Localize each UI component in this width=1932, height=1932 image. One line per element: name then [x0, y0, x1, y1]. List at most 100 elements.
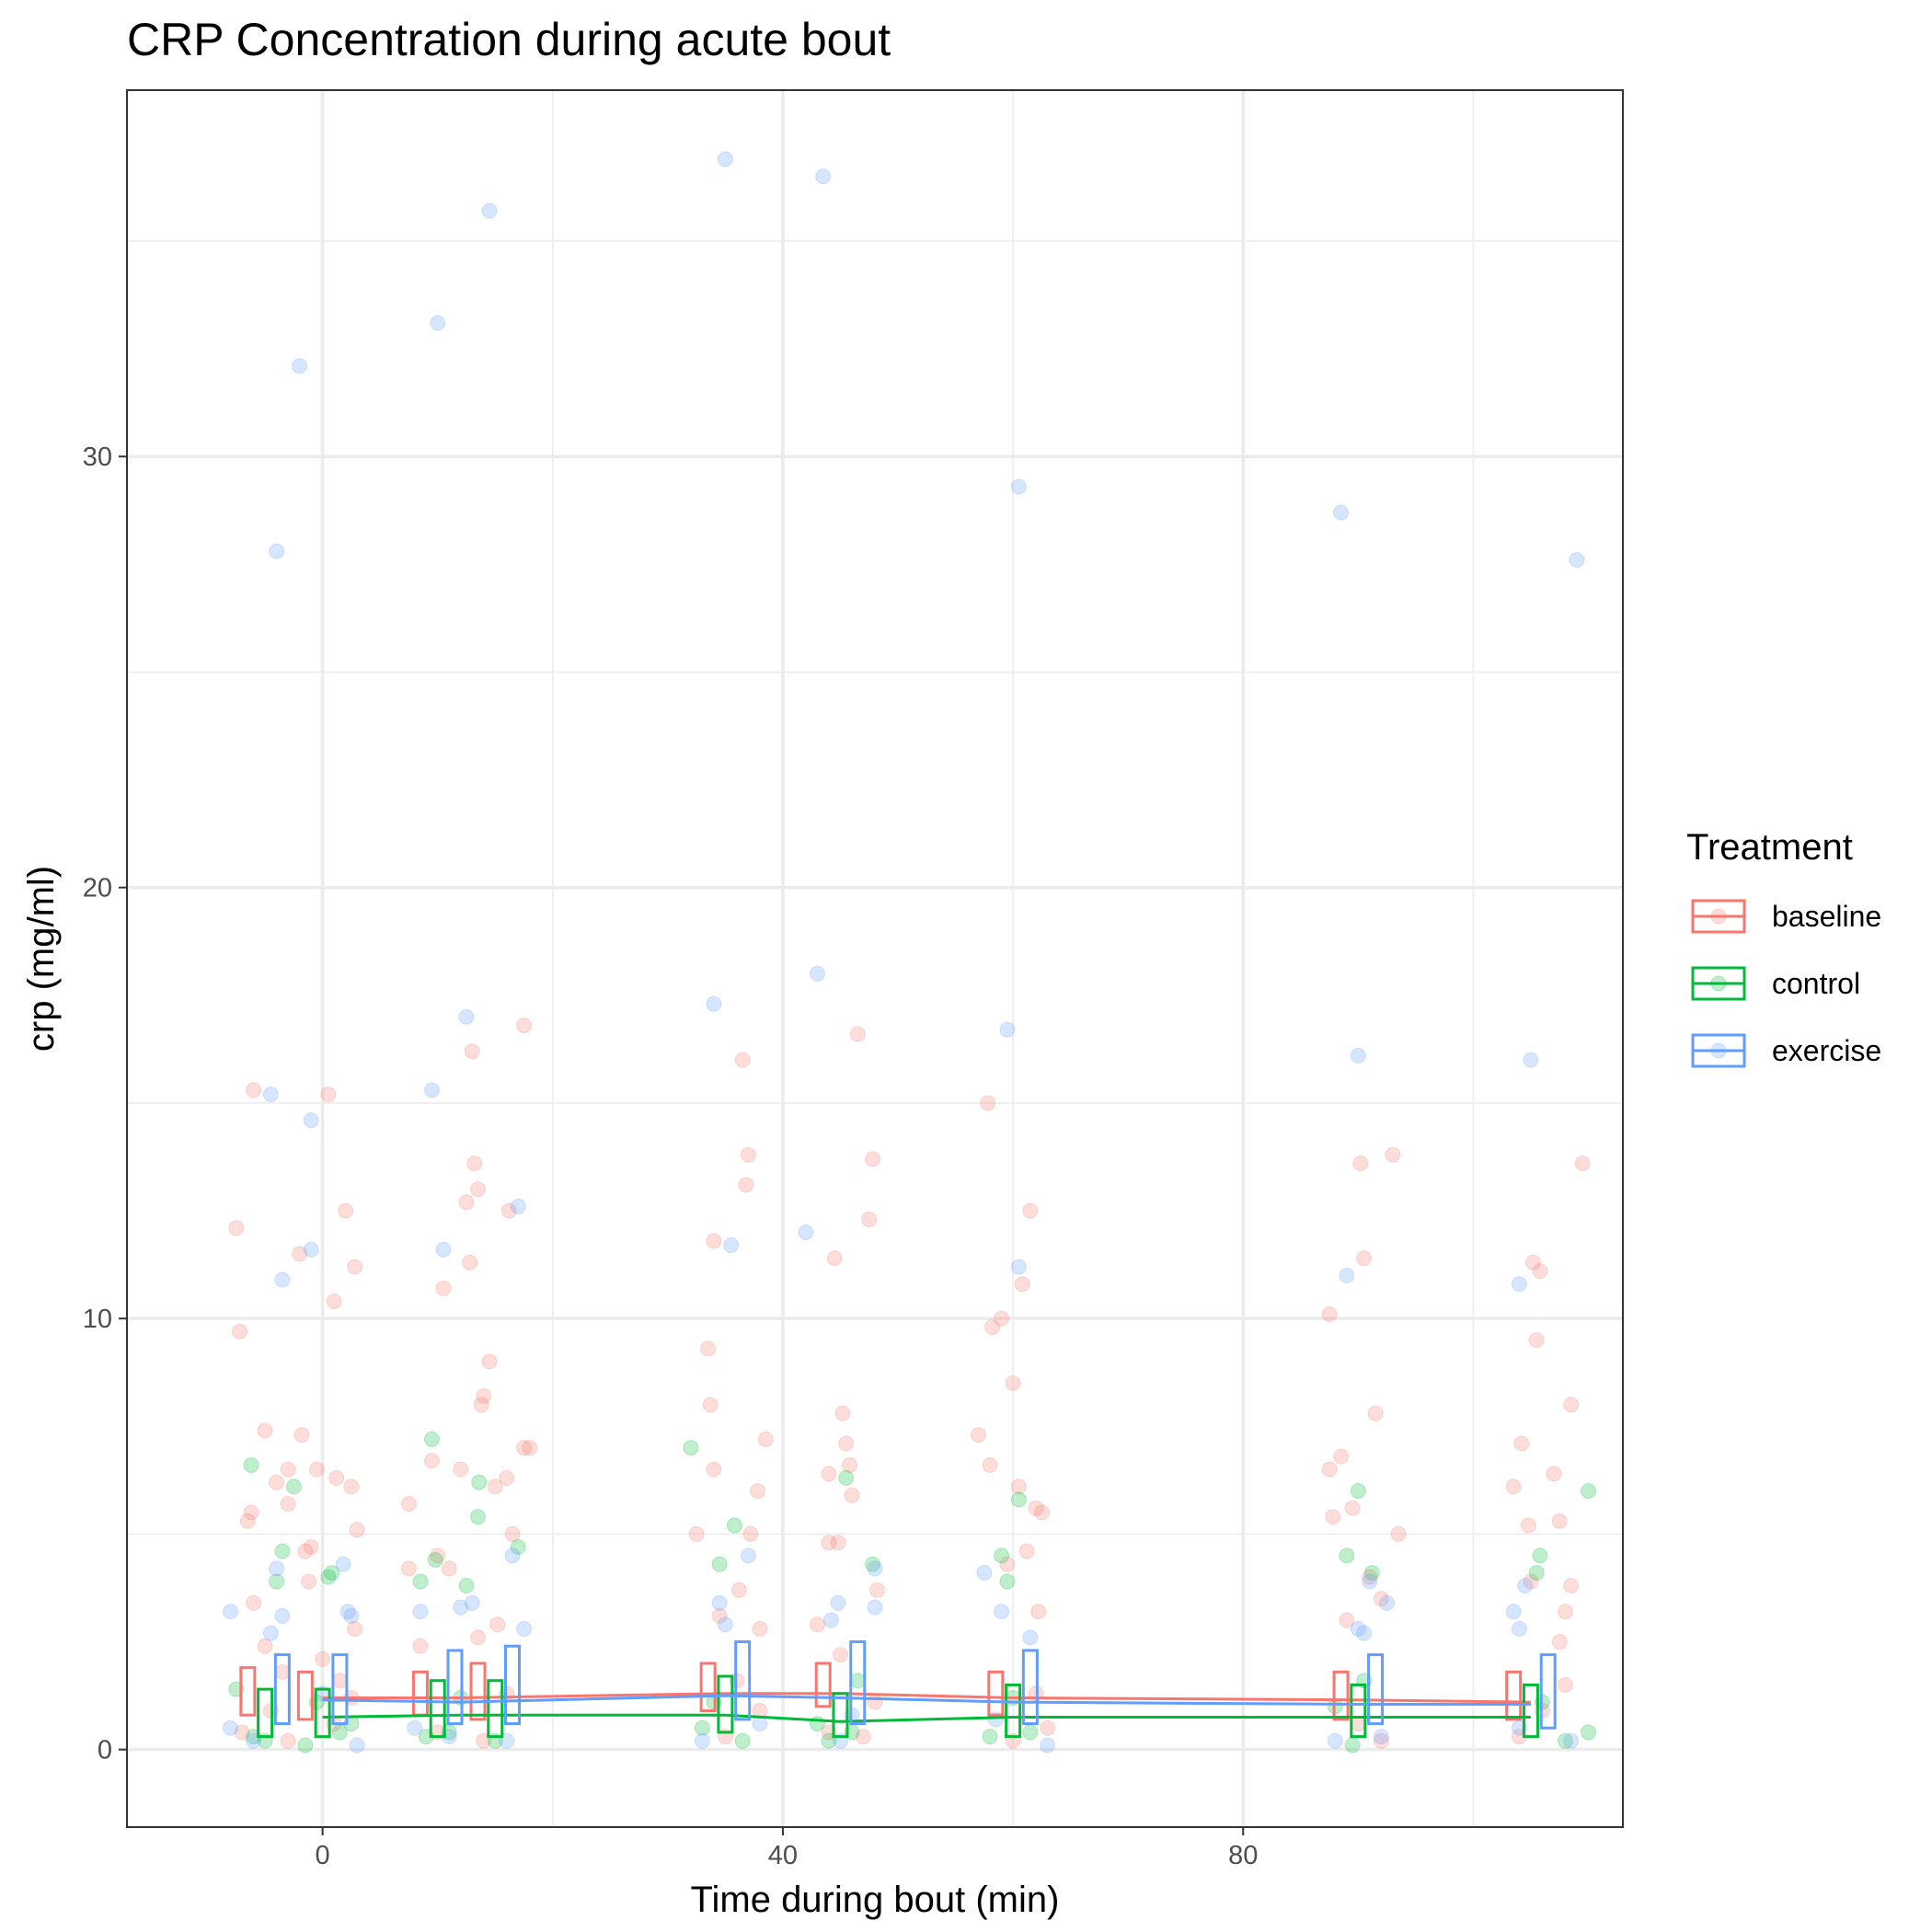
axes: 0 40 80 0 10 20 30	[83, 443, 1259, 1870]
data-point-exercise	[815, 168, 832, 185]
box-exercise	[849, 1640, 867, 1726]
data-point-baseline	[1557, 1676, 1573, 1693]
data-point-baseline	[412, 1638, 429, 1654]
data-point-exercise	[809, 965, 825, 982]
data-point-control	[1580, 1724, 1596, 1741]
data-point-exercise	[1373, 1729, 1389, 1745]
data-point-baseline	[742, 1525, 759, 1542]
x-tick-label: 80	[1228, 1841, 1258, 1870]
data-point-exercise	[223, 1719, 239, 1736]
data-point-baseline	[749, 1483, 765, 1500]
box-baseline	[987, 1670, 1005, 1717]
box-control	[1350, 1683, 1367, 1739]
data-point-baseline	[711, 1607, 728, 1624]
data-point-exercise	[717, 1616, 733, 1633]
data-point-baseline	[303, 1538, 319, 1555]
data-point-baseline	[292, 1246, 308, 1262]
data-point-exercise	[1010, 478, 1027, 495]
data-point-exercise	[223, 1604, 239, 1620]
box-exercise	[1539, 1653, 1557, 1730]
data-point-baseline	[844, 1487, 860, 1503]
data-point-baseline	[855, 1729, 871, 1745]
y-tick-label: 30	[83, 443, 112, 472]
box-control	[832, 1692, 849, 1739]
data-point-exercise	[830, 1594, 846, 1611]
data-point-baseline	[320, 1087, 337, 1103]
data-point-baseline	[1563, 1397, 1580, 1413]
data-point-control	[982, 1729, 998, 1745]
data-point-baseline	[994, 1310, 1010, 1327]
data-point-baseline	[1390, 1525, 1407, 1542]
legend-label-baseline: baseline	[1772, 900, 1881, 933]
data-point-exercise	[976, 1565, 993, 1581]
data-point-baseline	[522, 1440, 538, 1456]
data-point-baseline	[826, 1250, 843, 1267]
data-point-baseline	[347, 1259, 363, 1275]
data-point-exercise	[274, 1271, 291, 1288]
data-point-baseline	[308, 1461, 325, 1478]
legend-keys: baseline control exercise	[1691, 899, 1881, 1068]
data-point-exercise	[1040, 1737, 1056, 1754]
box-exercise	[273, 1653, 291, 1726]
data-point-baseline	[504, 1525, 521, 1542]
data-point-baseline	[1040, 1719, 1056, 1736]
data-point-baseline	[980, 1095, 996, 1111]
legend-key-control: control	[1691, 966, 1860, 1001]
data-point-control	[849, 1673, 866, 1689]
summary-exercise	[273, 1640, 1557, 1730]
data-point-baseline	[1339, 1612, 1355, 1628]
series-exercise	[223, 151, 1585, 1754]
data-point-baseline	[400, 1560, 417, 1577]
data-point-control	[1350, 1483, 1366, 1500]
data-point-baseline	[469, 1181, 486, 1198]
data-point-baseline	[257, 1422, 273, 1439]
data-point-baseline	[706, 1461, 722, 1478]
data-point-baseline	[1344, 1500, 1361, 1516]
data-point-exercise	[798, 1224, 814, 1240]
box-baseline	[239, 1666, 257, 1717]
box-control	[257, 1687, 274, 1739]
data-point-exercise	[464, 1594, 480, 1611]
box-baseline	[1505, 1670, 1523, 1721]
data-point-baseline	[757, 1431, 774, 1447]
data-point-baseline	[688, 1525, 705, 1542]
data-point-baseline	[1563, 1578, 1580, 1594]
data-point-baseline	[1362, 1569, 1378, 1585]
data-point-baseline	[971, 1427, 987, 1443]
x-tick-label: 40	[768, 1841, 798, 1870]
data-point-exercise	[1350, 1047, 1366, 1064]
data-point-exercise	[867, 1560, 883, 1577]
data-point-control	[683, 1440, 699, 1456]
data-point-baseline	[1532, 1263, 1548, 1280]
data-point-exercise	[262, 1087, 279, 1103]
box-control	[1005, 1683, 1022, 1739]
data-point-control	[999, 1573, 1016, 1590]
data-point-exercise	[435, 1241, 452, 1258]
data-point-control	[1339, 1547, 1355, 1564]
data-point-exercise	[1563, 1732, 1580, 1749]
data-point-baseline	[280, 1732, 296, 1749]
data-point-baseline	[315, 1650, 331, 1667]
data-point-baseline	[841, 1456, 857, 1473]
data-point-baseline	[338, 1202, 354, 1219]
legend-key-baseline: baseline	[1691, 899, 1881, 934]
plot-data	[223, 151, 1596, 1754]
data-point-baseline	[849, 1026, 866, 1042]
data-point-control	[427, 1552, 443, 1569]
data-point-baseline	[280, 1496, 296, 1512]
data-point-exercise	[453, 1599, 469, 1616]
data-point-control	[274, 1543, 291, 1559]
data-point-exercise	[1511, 1276, 1527, 1293]
data-point-control	[471, 1474, 488, 1490]
data-point-baseline	[487, 1478, 503, 1495]
data-point-control	[324, 1565, 340, 1581]
data-point-baseline	[700, 1340, 717, 1357]
data-point-baseline	[1574, 1156, 1591, 1172]
data-point-baseline	[809, 1616, 825, 1633]
data-point-control	[809, 1716, 825, 1732]
data-point-baseline	[706, 1233, 722, 1249]
data-point-baseline	[228, 1220, 245, 1236]
data-point-baseline	[984, 1319, 1001, 1336]
data-point-exercise	[269, 543, 285, 559]
data-point-baseline	[832, 1647, 848, 1663]
